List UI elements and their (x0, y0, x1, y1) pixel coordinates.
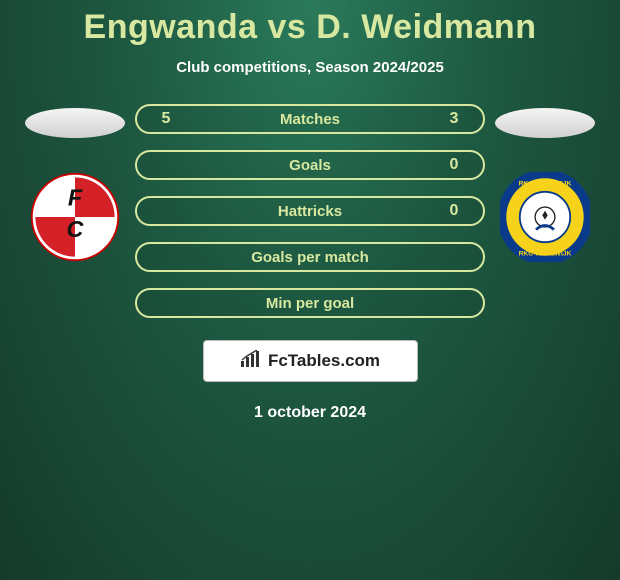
stat-label: Hattricks (181, 203, 439, 220)
left-team-col: F C (25, 104, 125, 262)
brand-text: FcTables.com (268, 351, 380, 371)
left-player-disc (25, 108, 125, 138)
fc-utrecht-badge: F C (30, 172, 120, 262)
stat-label: Goals per match (181, 249, 439, 266)
stat-right: 0 (439, 156, 469, 174)
right-player-disc (495, 108, 595, 138)
stat-label: Min per goal (181, 295, 439, 312)
main-content: F C 5 Matches 3 Goals 0 Hattricks 0 Goal… (0, 104, 620, 382)
page-title: Engwanda vs D. Weidmann (0, 0, 620, 47)
svg-text:RKC WAALWIJK: RKC WAALWIJK (519, 181, 572, 188)
rkc-waalwijk-badge: RKC WAALWIJK RKC WAALWIJK (500, 172, 590, 262)
footer-date: 1 october 2024 (0, 404, 620, 422)
stat-label: Goals (181, 157, 439, 174)
stat-right: 3 (439, 110, 469, 128)
svg-text:C: C (67, 216, 85, 242)
stat-right: 0 (439, 202, 469, 220)
stat-left: 5 (151, 110, 181, 128)
stat-row-mpg: Min per goal (135, 288, 485, 318)
bar-chart-icon (240, 350, 262, 373)
stats-list: 5 Matches 3 Goals 0 Hattricks 0 Goals pe… (135, 104, 485, 382)
stat-label: Matches (181, 111, 439, 128)
brand-box: FcTables.com (203, 340, 418, 382)
stat-row-hattricks: Hattricks 0 (135, 196, 485, 226)
right-team-col: RKC WAALWIJK RKC WAALWIJK (495, 104, 595, 262)
stat-row-goals: Goals 0 (135, 150, 485, 180)
svg-text:RKC WAALWIJK: RKC WAALWIJK (519, 251, 572, 258)
stat-row-matches: 5 Matches 3 (135, 104, 485, 134)
svg-text:F: F (68, 184, 83, 210)
page-subtitle: Club competitions, Season 2024/2025 (0, 59, 620, 76)
stat-row-gpm: Goals per match (135, 242, 485, 272)
